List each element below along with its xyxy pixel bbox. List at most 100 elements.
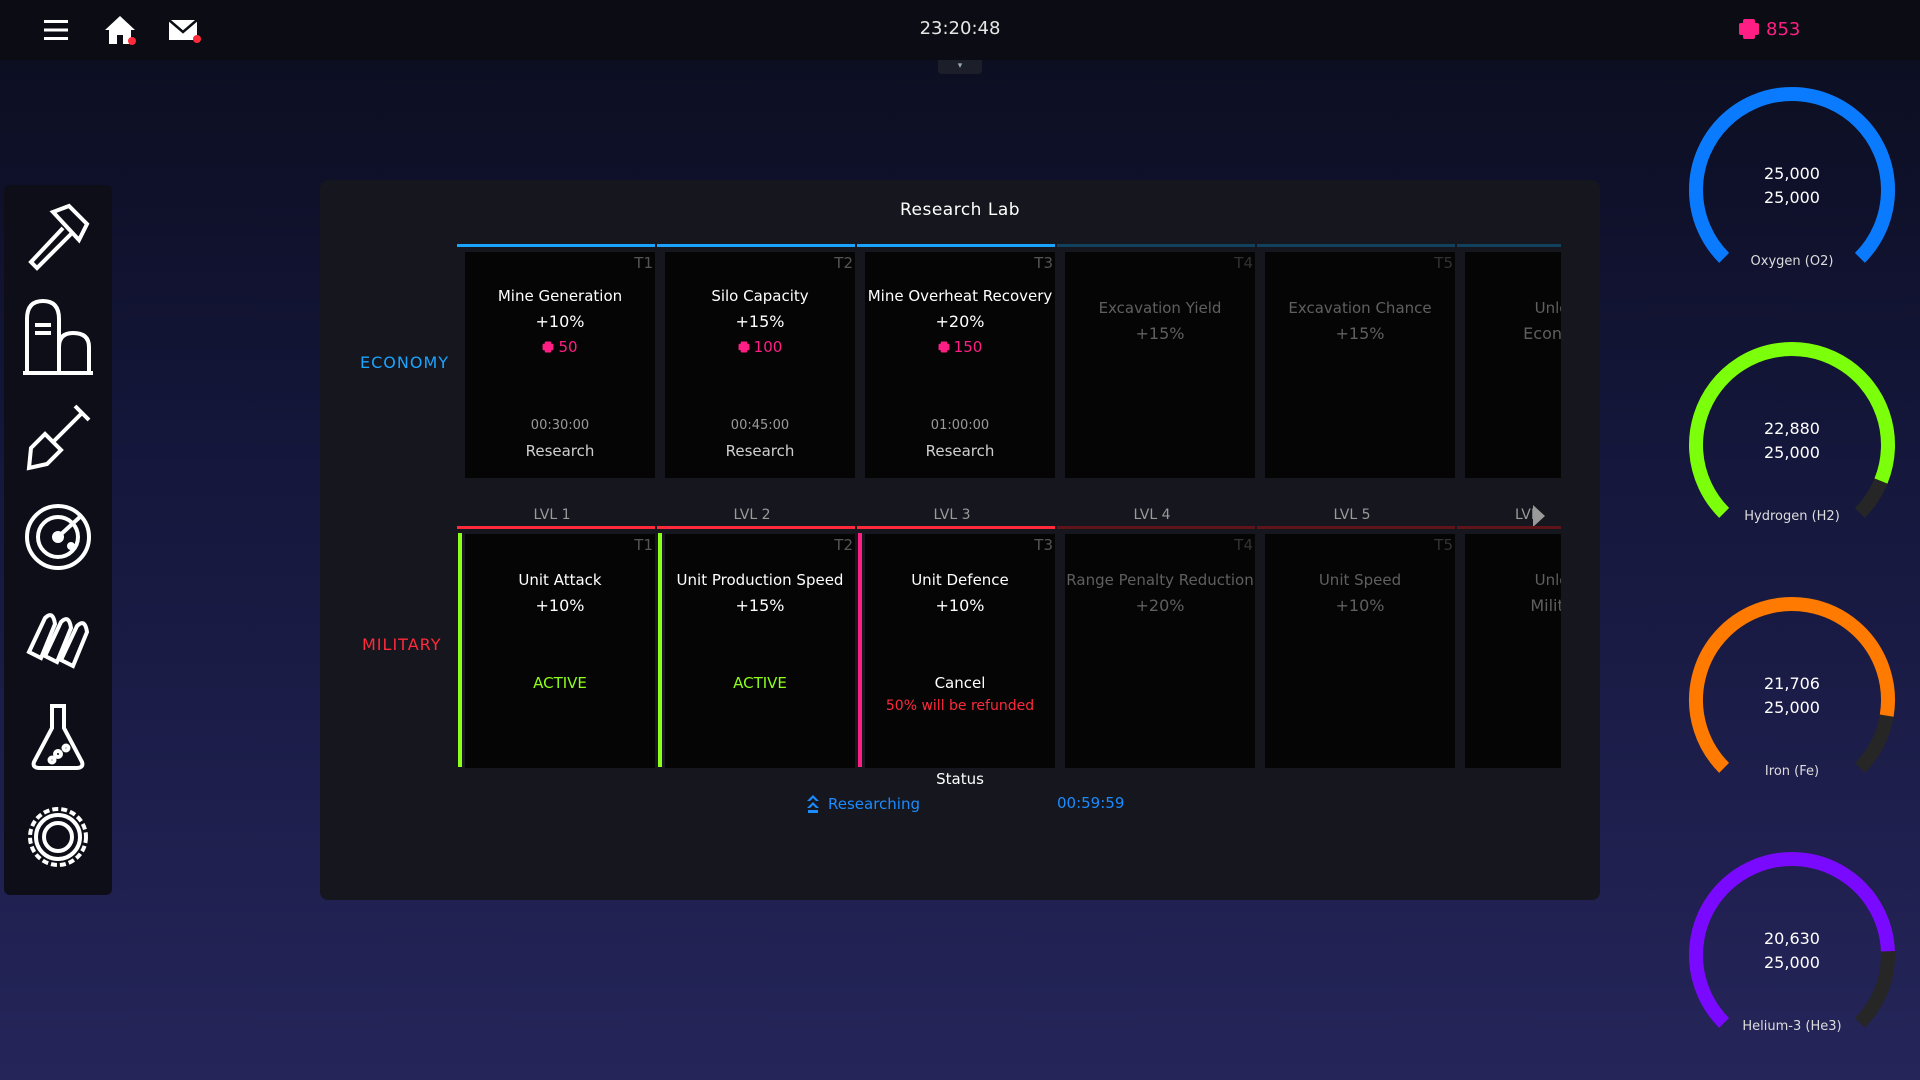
economy-card-t1[interactable]: T1 Mine Generation +10% 50 00:30:00 Rese…: [457, 244, 655, 478]
research-cost: 50: [465, 338, 655, 356]
card-top-bar: [857, 526, 1055, 529]
scroll-right-arrow-icon[interactable]: [1531, 503, 1547, 533]
unlock-category: Military: [1530, 596, 1561, 615]
clock-dropdown-toggle[interactable]: ▾: [938, 60, 982, 74]
research-bonus: +15%: [735, 596, 785, 615]
card-top-bar: [1257, 244, 1455, 247]
card-top-bar: [1257, 526, 1455, 529]
military-card-t5: T5 Unit Speed +10%: [1257, 526, 1455, 768]
sidebar-item-excavate[interactable]: [18, 397, 98, 477]
sidebar-item-silo[interactable]: [18, 297, 98, 377]
tier-label: T3: [1034, 254, 1053, 272]
gauge-ring: [1689, 342, 1895, 518]
cost-value: 50: [558, 338, 578, 356]
research-bonus: +10%: [535, 596, 585, 615]
unlock-category: Economy: [1523, 324, 1561, 343]
research-lab-panel: Research Lab ECONOMY MILITARY T1 Mine Ge…: [320, 180, 1600, 900]
research-bonus: +10%: [535, 312, 585, 331]
gauge-ring: [1689, 852, 1895, 1028]
tier-label: T2: [834, 254, 853, 272]
research-bonus: +15%: [1335, 324, 1385, 343]
sidebar-item-settings[interactable]: [18, 797, 98, 877]
card-top-bar: [1457, 244, 1561, 247]
research-name: Excavation Chance: [1288, 299, 1432, 317]
gauge-current: 25,000: [1764, 164, 1820, 183]
card-top-bar: [1057, 526, 1255, 529]
economy-card-t2[interactable]: T2 Silo Capacity +15% 100 00:45:00 Resea…: [657, 244, 855, 478]
military-label: MILITARY: [362, 635, 442, 654]
research-button[interactable]: Research: [725, 442, 795, 460]
gauge-fill: [1689, 597, 1895, 773]
research-name: Mine Generation: [497, 287, 623, 305]
cost-value: 100: [753, 338, 783, 356]
card-top-bar: [657, 526, 855, 529]
research-bonus: +15%: [1135, 324, 1185, 343]
research-name: Unit Attack: [518, 571, 602, 589]
sidebar-item-build[interactable]: [18, 197, 98, 277]
research-bonus: +20%: [935, 312, 985, 331]
research-time: 01:00:00: [930, 418, 990, 433]
cancel-button[interactable]: Cancel: [934, 674, 986, 692]
gauge-label: Iron (Fe): [1764, 764, 1820, 779]
military-card-t2[interactable]: T2 Unit Production Speed +15% ACTIVE: [657, 526, 855, 768]
status-bar-active: [658, 533, 662, 767]
status-state-label: Researching: [828, 795, 920, 813]
gauge-fill: [1689, 852, 1895, 1028]
tier-label: T5: [1434, 536, 1453, 554]
sidebar-item-radar[interactable]: [18, 497, 98, 577]
crystal-icon: [938, 341, 950, 353]
card-top-bar: [457, 244, 655, 247]
research-button[interactable]: Research: [525, 442, 595, 460]
hamburger-menu-icon[interactable]: [36, 12, 76, 48]
tier-label: T5: [1434, 254, 1453, 272]
status-state: Researching: [806, 794, 920, 814]
economy-card-t3[interactable]: T3 Mine Overheat Recovery +20% 150 01:00…: [857, 244, 1055, 478]
gauge-max: 25,000: [1764, 443, 1820, 462]
research-time: 00:45:00: [730, 418, 790, 433]
military-card-t3[interactable]: T3 Unit Defence +10% Cancel 50% will be …: [857, 526, 1055, 768]
level-label: LVL: [1515, 507, 1539, 523]
research-name: Unit Production Speed: [676, 571, 844, 589]
gauge-iron: 21,706 25,000 Iron (Fe): [1682, 590, 1902, 810]
gauge-fill: [1689, 87, 1895, 263]
gauge-label: Oxygen (O2): [1750, 254, 1834, 269]
crystal-icon: [1739, 19, 1759, 39]
economy-label: ECONOMY: [360, 353, 450, 372]
tier-label: T3: [1034, 536, 1053, 554]
gauge-ring: [1689, 597, 1895, 773]
economy-card-t4: T4 Excavation Yield +15%: [1057, 244, 1255, 478]
silo-building-icon: [23, 298, 93, 375]
credits-display: 853: [1738, 18, 1800, 40]
ammunition-icon: [26, 613, 90, 669]
gauge-label: Helium-3 (He3): [1742, 1019, 1842, 1034]
top-bar: 23:20:48 853: [0, 0, 1920, 60]
shovel-icon: [26, 404, 91, 471]
sidebar-item-research[interactable]: [18, 697, 98, 777]
level-label: LVL 4: [1133, 507, 1171, 523]
research-time: 00:30:00: [530, 418, 590, 433]
gear-icon: [28, 807, 88, 867]
level-label: LVL 5: [1333, 507, 1371, 523]
level-label: LVL 2: [733, 507, 771, 523]
research-name: Silo Capacity: [711, 287, 809, 305]
status-time: 00:59:59: [1057, 794, 1125, 812]
radar-icon: [25, 504, 91, 570]
gauge-fill: [1689, 342, 1895, 518]
home-icon[interactable]: [100, 12, 140, 48]
economy-card-unlock[interactable]: Unlock Economy: [1457, 244, 1561, 478]
military-card-unlock[interactable]: Unlock Military: [1457, 526, 1561, 768]
gauge-label: Hydrogen (H2): [1744, 509, 1840, 524]
military-card-t1[interactable]: T1 Unit Attack +10% ACTIVE: [457, 526, 655, 768]
research-bonus: +15%: [735, 312, 785, 331]
gauge-max: 25,000: [1764, 188, 1820, 207]
tier-label: T4: [1234, 536, 1253, 554]
card-top-bar: [1457, 526, 1561, 529]
mail-icon[interactable]: [164, 12, 204, 48]
research-name: Range Penalty Reduction: [1066, 571, 1254, 589]
crystal-icon: [542, 341, 554, 353]
tier-label: T2: [834, 536, 853, 554]
unlock-label: Unlock: [1534, 571, 1561, 589]
research-button[interactable]: Research: [925, 442, 995, 460]
sidebar-item-military[interactable]: [18, 597, 98, 677]
status-active: ACTIVE: [733, 674, 787, 692]
